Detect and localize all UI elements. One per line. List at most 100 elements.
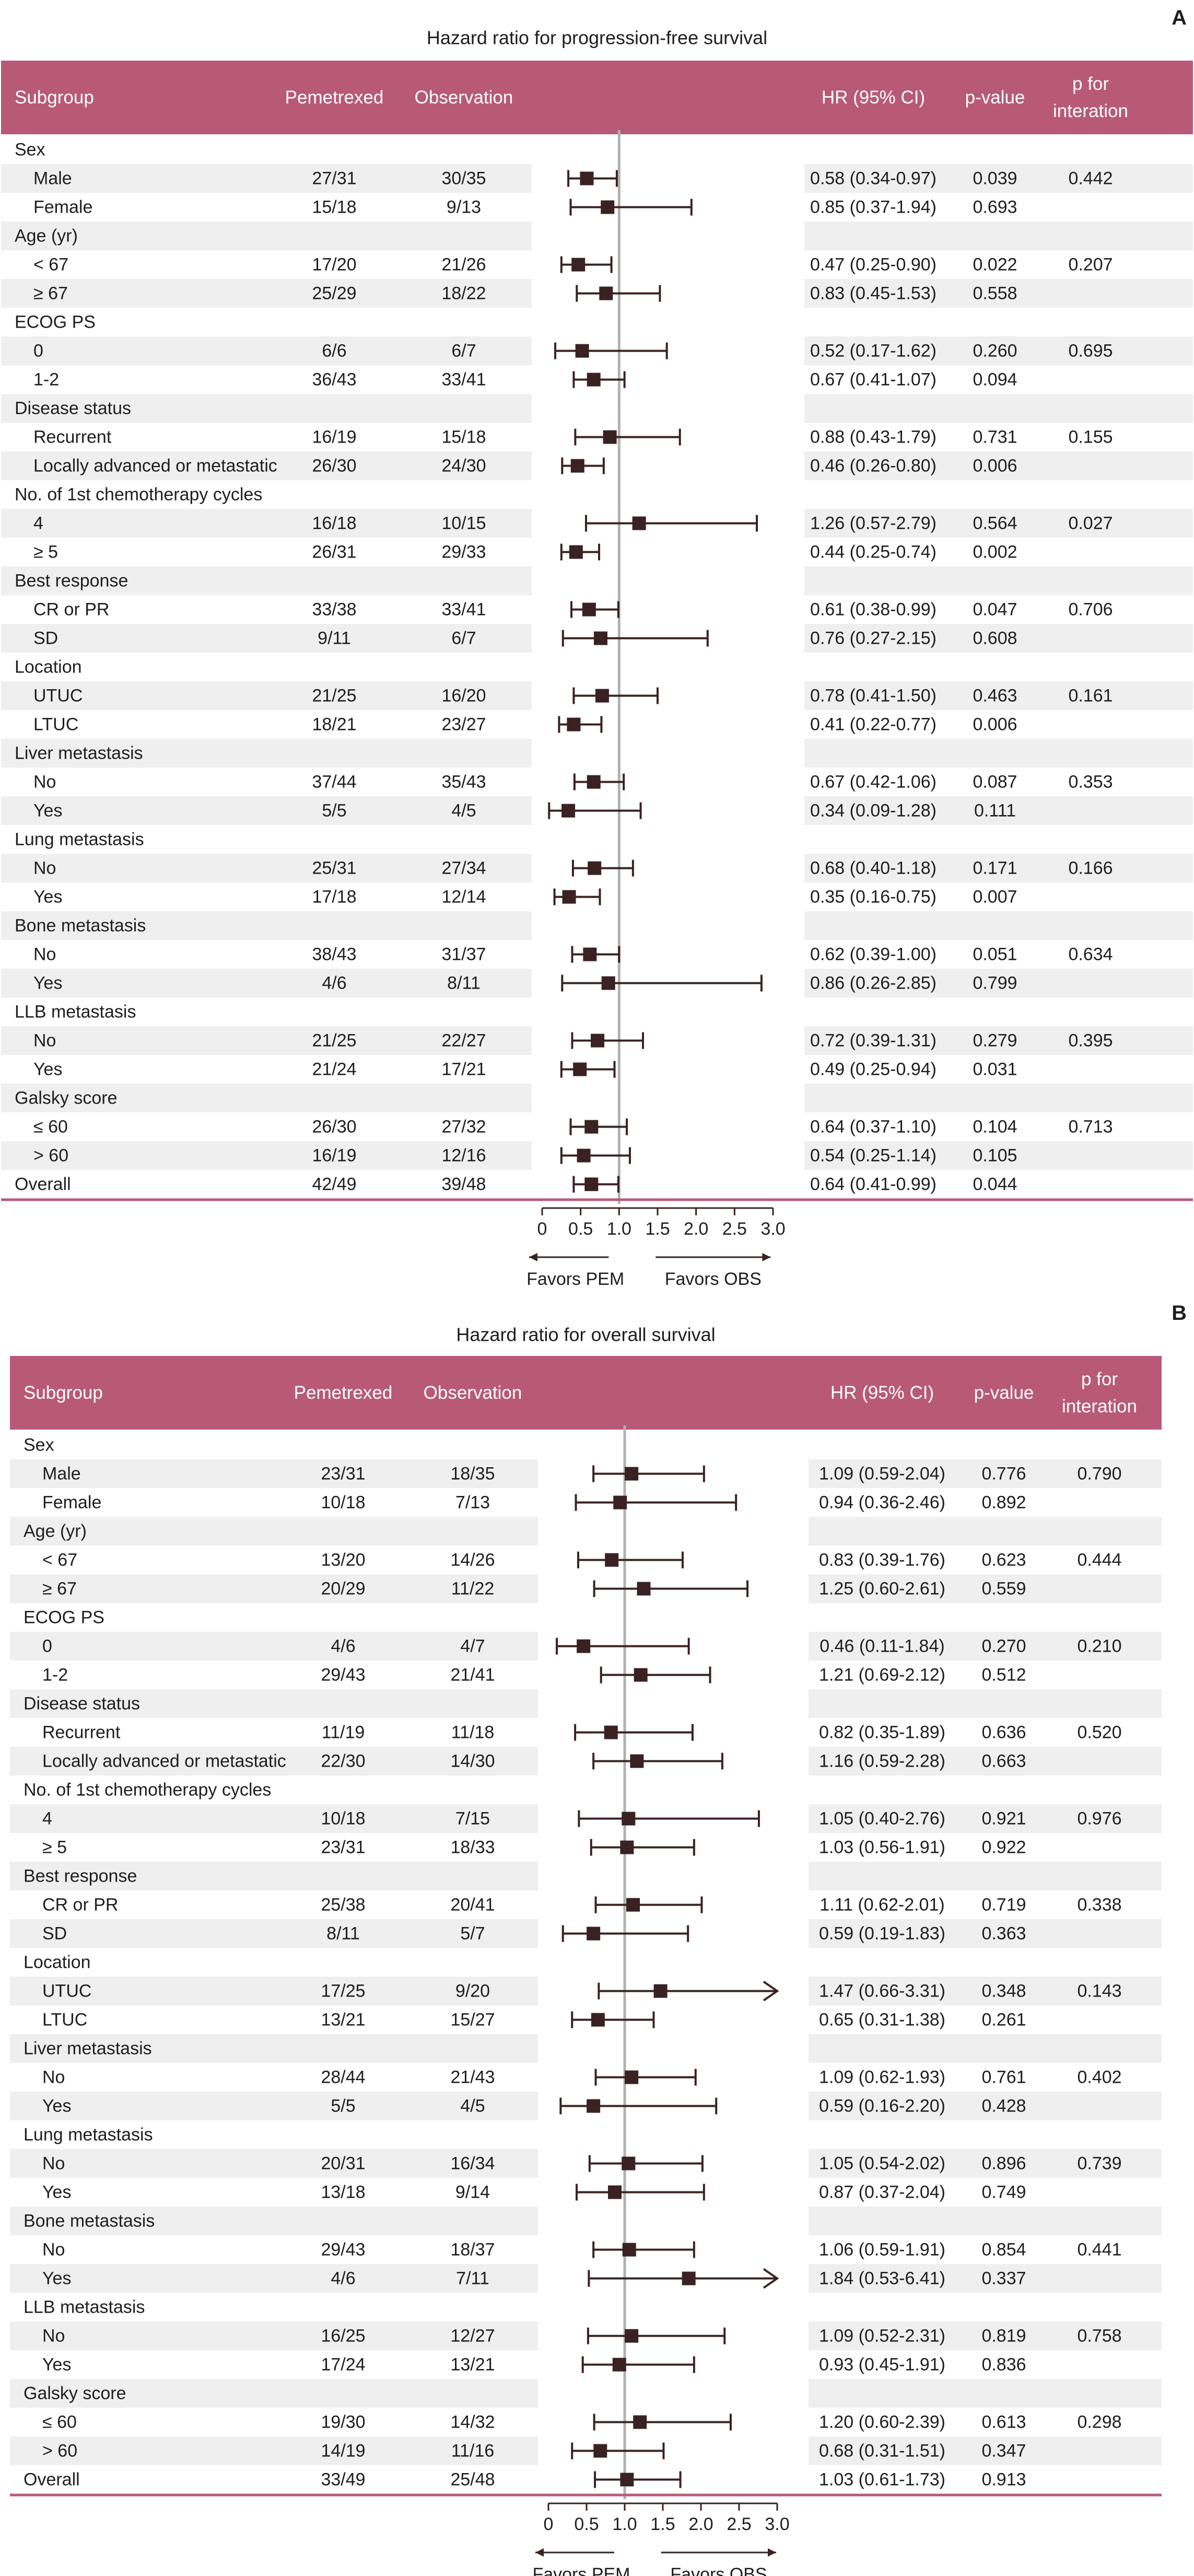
row-label: Recurrent [42,1723,121,1743]
p-value: 0.731 [973,427,1017,447]
table-row: No 25/31 27/34 0.68 (0.40-1.18) 0.171 0.166 [33,858,1113,878]
pemetrexed-events: 23/31 [321,1464,365,1484]
p-value: 0.922 [981,1838,1026,1858]
hr-ci-value: 0.72 (0.39-1.31) [810,1031,937,1051]
x-tick-label: 0 [544,2514,554,2534]
p-value: 0.799 [973,973,1017,993]
p-value: 0.337 [981,2269,1026,2289]
row-stripe [804,451,1193,480]
p-value: 0.636 [981,1723,1026,1743]
row-stripe [1,279,532,308]
p-value: 0.087 [973,772,1017,792]
observation-events: 20/41 [450,1895,495,1915]
row-stripe [809,1517,1162,1546]
p-value: 0.819 [981,2326,1026,2346]
table-row: SD 8/11 5/7 0.59 (0.19-1.83) 0.363 [42,1924,1026,1944]
subgroup-header-row: Best response [15,571,128,591]
row-stripe [1,451,532,480]
table-row: 1-2 29/43 21/41 1.21 (0.69-2.12) 0.512 [42,1665,1026,1685]
row-label: No [33,858,56,878]
observation-events: 15/18 [441,427,486,447]
hr-ci-value: 1.20 (0.60-2.39) [819,2412,945,2432]
p-value: 0.512 [981,1665,1026,1685]
hr-marker [605,1553,619,1567]
row-stripe [1,624,532,653]
subgroup-header-row: LLB metastasis [15,1002,136,1022]
p-value: 0.608 [973,629,1017,648]
hr-ci-value: 0.59 (0.19-1.83) [819,1924,945,1944]
observation-events: 31/37 [441,945,486,965]
hr-ci-value: 0.83 (0.45-1.53) [810,284,937,304]
hr-marker [582,602,596,617]
subgroup-header-row: Lung metastasis [24,2125,153,2145]
hr-marker [569,545,583,559]
observation-events: 23/27 [441,715,486,735]
hr-ci-value: 0.35 (0.16-0.75) [810,887,937,907]
p-interaction-value: 0.027 [1068,514,1113,533]
hr-marker [601,976,615,990]
p-value: 0.111 [974,801,1016,821]
p-value: 0.854 [981,2240,1026,2260]
row-label: 0 [42,1637,52,1656]
pemetrexed-events: 26/30 [312,1117,356,1137]
row-stripe [804,222,1193,250]
row-stripe [809,2034,1162,2063]
p-interaction-value: 0.976 [1077,1809,1121,1829]
hr-ci-value: 1.03 (0.61-1.73) [819,2470,945,2490]
p-value: 0.047 [973,600,1017,620]
table-row: Locally advanced or metastatic 22/30 14/30… [42,1751,1026,1771]
hr-ci-value: 0.64 (0.37-1.10) [810,1117,937,1137]
hr-marker [562,890,576,904]
hr-marker [633,2415,647,2429]
hr-ci-value: 0.46 (0.26-0.80) [810,456,937,476]
row-stripe [10,2149,538,2178]
row-label: Yes [42,2183,71,2202]
p-value: 0.031 [973,1060,1017,1080]
row-stripe [804,854,1193,883]
subgroup-header-row: No. of 1st chemotherapy cycles [15,485,262,505]
row-stripe [809,1977,1162,2005]
column-header-p-interaction: p for [1072,74,1109,94]
row-label: Yes [42,2269,71,2289]
table-row: No 20/31 16/34 1.05 (0.54-2.02) 0.896 0.739 [42,2154,1122,2174]
hr-marker [588,861,602,875]
hr-marker [575,344,589,358]
observation-events: 15/27 [450,2010,495,2030]
subgroup-header-row: Sex [24,1435,54,1455]
observation-events: 25/48 [450,2470,495,2490]
table-row: Yes 17/24 13/21 0.93 (0.45-1.91) 0.836 [42,2355,1026,2375]
observation-events: 7/13 [455,1493,490,1513]
row-label: Female [33,198,92,217]
hr-ci-value: 0.58 (0.34-0.97) [810,169,937,189]
hr-ci-value: 0.44 (0.25-0.74) [810,542,937,562]
observation-events: 22/27 [441,1031,486,1051]
hr-marker [577,1148,591,1163]
row-stripe [809,2207,1162,2235]
pemetrexed-events: 20/29 [321,1579,365,1599]
row-label: Male [33,169,72,189]
subgroup-category: Age (yr) [15,226,78,246]
p-value: 0.260 [973,341,1017,361]
subgroup-header-row: Liver metastasis [15,744,143,763]
row-label: ≥ 5 [42,1838,67,1858]
pemetrexed-events: 16/18 [312,514,356,533]
hr-marker [595,689,609,703]
row-stripe [804,1026,1193,1055]
row-stripe [1,394,532,423]
row-stripe [1,739,532,768]
pemetrexed-events: 9/11 [318,629,351,648]
row-stripe [10,1689,538,1718]
pemetrexed-events: 25/29 [312,284,356,304]
row-stripe [809,2322,1162,2350]
hr-ci-value: 0.62 (0.39-1.00) [810,945,937,965]
observation-events: 14/32 [450,2412,495,2432]
subgroup-category: Location [24,1953,91,1972]
subgroup-header-row: Age (yr) [15,226,78,246]
pemetrexed-events: 42/49 [312,1175,356,1194]
table-row: 0 6/6 6/7 0.52 (0.17-1.62) 0.260 0.695 [33,341,1113,361]
subgroup-header-row: Location [24,1953,91,1972]
ci-overflow-arrow [763,1980,779,2002]
table-row: > 60 14/19 11/16 0.68 (0.31-1.51) 0.347 [42,2441,1026,2461]
subgroup-category: Galsky score [24,2384,126,2404]
table-row: Recurrent 11/19 11/18 0.82 (0.35-1.89) 0.636… [42,1723,1122,1743]
